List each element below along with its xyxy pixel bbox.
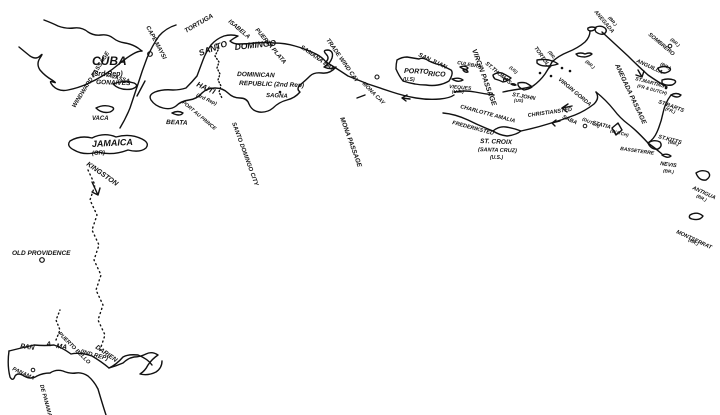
svg-text:A: A xyxy=(45,341,51,348)
svg-text:(US): (US) xyxy=(514,98,524,103)
svg-text:OLD PROVIDENCE: OLD PROVIDENCE xyxy=(12,250,71,257)
svg-text:VACA: VACA xyxy=(92,116,109,122)
svg-text:BEATA: BEATA xyxy=(166,119,188,127)
svg-text:(GR): (GR) xyxy=(92,150,105,157)
svg-text:(U.S.): (U.S.) xyxy=(490,155,503,161)
svg-text:SAGNA: SAGNA xyxy=(266,93,288,100)
svg-text:ST. CROIX: ST. CROIX xyxy=(480,138,513,146)
svg-text:GONAIVES: GONAIVES xyxy=(96,79,131,87)
svg-text:RICO: RICO xyxy=(428,71,446,79)
svg-text:PORTO: PORTO xyxy=(404,68,429,76)
svg-text:(U.S): (U.S) xyxy=(403,77,415,83)
svg-text:DOMINICAN: DOMINICAN xyxy=(237,71,275,79)
